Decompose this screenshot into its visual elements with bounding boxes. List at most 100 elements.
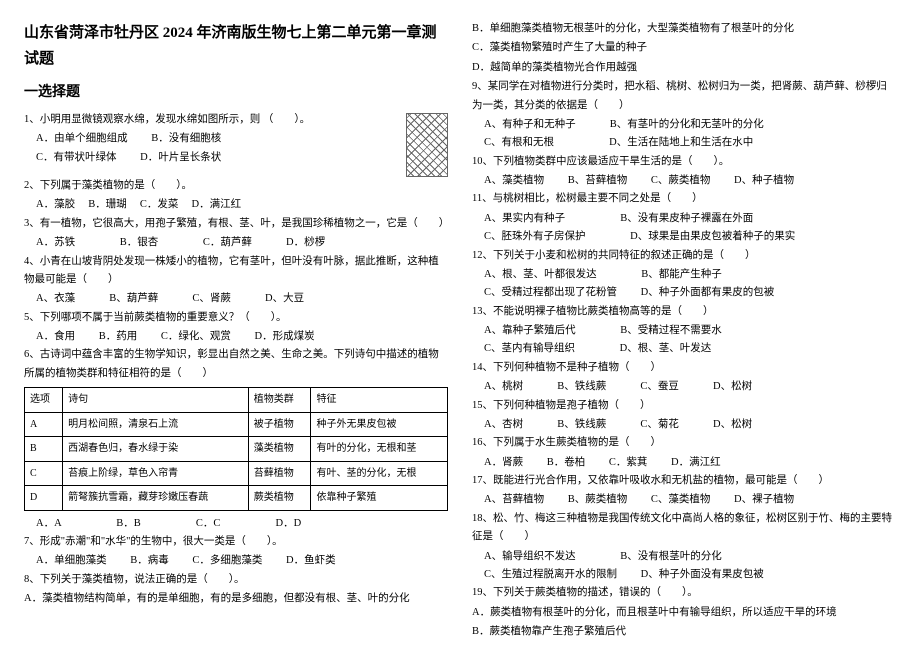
q8-stem: 8、下列关于藻类植物，说法正确的是（ ）。 — [24, 571, 448, 589]
q16-opts: A．肾蕨 B．卷柏 C．紫萁 D．满江红 — [484, 454, 896, 472]
q10-d: D、种子植物 — [734, 175, 794, 186]
q6-opts: A．A B．B C．C D．D — [36, 515, 448, 533]
r0c3: 种子外无果皮包被 — [311, 412, 448, 437]
q12-stem: 12、下列关于小麦和松树的共同特征的叙述正确的是（ ） — [472, 247, 896, 265]
q5-a: A．食用 — [36, 331, 75, 342]
q7-a: A．单细胞藻类 — [36, 555, 107, 566]
r0c1: 明月松间照，清泉石上流 — [63, 412, 249, 437]
q2-opts: A．藻胶 B．珊瑚 C．发菜 D．满江红 — [36, 196, 448, 214]
q4-d: D、大豆 — [265, 293, 304, 304]
q1-stem-b: （ ）。 — [263, 114, 310, 125]
th-1: 诗句 — [63, 388, 249, 413]
q8-c: C．藻类植物繁殖时产生了大量的种子 — [472, 39, 896, 57]
q7-b: B．病毒 — [130, 555, 169, 566]
table-row: D 箭弩簇抗雪霜，藏芽珍嫩压春蔬 蕨类植物 依靠种子繁殖 — [25, 486, 448, 511]
q10-c: C、蕨类植物 — [651, 175, 711, 186]
q14-b: B、铁线蕨 — [557, 381, 606, 392]
r3c1: 箭弩簇抗雪霜，藏芽珍嫩压春蔬 — [63, 486, 249, 511]
q4-a: A、衣藻 — [36, 293, 75, 304]
q15-opts: A、杏树 B、铁线蕨 C、菊花 D、松树 — [484, 416, 896, 434]
q1-opts: A．由单个细胞组成 B．没有细胞核 C．有带状叶绿体 D．叶片呈长条状 — [36, 130, 448, 167]
q14-a: A、桃树 — [484, 381, 523, 392]
q1-stem-a: 1、小明用显微镜观察水绵，发现水绵如图所示，则 — [24, 114, 260, 125]
q12-d: D、种子外面都有果皮的包被 — [641, 287, 775, 298]
q18-b: B、没有根茎叶的分化 — [620, 551, 722, 562]
q11-d: D、球果是由果皮包被着种子的果实 — [630, 231, 795, 242]
q2-a: A．藻胶 — [36, 199, 75, 210]
q11-c: C、胚珠外有子房保护 — [484, 231, 586, 242]
q16-d: D．满江红 — [671, 457, 721, 468]
q6-c: C．C — [196, 518, 221, 529]
q18-d: D、种子外面没有果皮包被 — [641, 569, 764, 580]
q11-b: B、没有果皮种子裸露在外面 — [620, 213, 753, 224]
q3-opts: A．苏铁 B．银杏 C．葫芦藓 D．桫椤 — [36, 234, 448, 252]
main-title: 山东省菏泽市牡丹区 2024 年济南版生物七上第二单元第一章测试题 — [24, 20, 448, 73]
q3-c: C．葫芦藓 — [203, 237, 252, 248]
q19-a: A．蕨类植物有根茎叶的分化，而且根茎叶中有输导组织，所以适应干旱的环境 — [472, 604, 896, 622]
q7-c: C．多细胞藻类 — [192, 555, 262, 566]
r1c0: B — [25, 437, 63, 462]
q12-c: C、受精过程都出现了花粉管 — [484, 287, 617, 298]
q6-a: A．A — [36, 518, 61, 529]
q14-stem: 14、下列何种植物不是种子植物（ ） — [472, 359, 896, 377]
q5-b: B．药用 — [99, 331, 138, 342]
right-column: B．单细胞藻类植物无根茎叶的分化，大型藻类植物有了根茎叶的分化 C．藻类植物繁殖… — [472, 20, 896, 642]
q8-b: B．单细胞藻类植物无根茎叶的分化，大型藻类植物有了根茎叶的分化 — [472, 20, 896, 38]
q17-c: C、藻类植物 — [651, 494, 711, 505]
q12-b: B、都能产生种子 — [641, 269, 722, 280]
q2-b: B．珊瑚 — [88, 199, 127, 210]
q10-b: B、苔藓植物 — [568, 175, 628, 186]
q19-stem: 19、下列关于蕨类植物的描述，错误的（ ）。 — [472, 584, 896, 602]
q4-opts: A、衣藻 B、葫芦藓 C、肾蕨 D、大豆 — [36, 290, 448, 308]
r3c0: D — [25, 486, 63, 511]
q15-b: B、铁线蕨 — [557, 419, 606, 430]
q11-a: A、果实内有种子 — [484, 213, 565, 224]
q10-a: A、藻类植物 — [484, 175, 544, 186]
q7-d: D．鱼虾类 — [286, 555, 336, 566]
q18-opts: A、输导组织不发达 B、没有根茎叶的分化 C、生殖过程脱离开水的限制 D、种子外… — [484, 548, 896, 585]
page: 山东省菏泽市牡丹区 2024 年济南版生物七上第二单元第一章测试题 一选择题 1… — [0, 0, 920, 662]
q13-a: A、靠种子繁殖后代 — [484, 325, 576, 336]
th-3: 特征 — [311, 388, 448, 413]
table-head-row: 选项 诗句 植物类群 特征 — [25, 388, 448, 413]
q2-stem: 2、下列属于藻类植物的是（ ）。 — [24, 177, 448, 195]
r3c3: 依靠种子繁殖 — [311, 486, 448, 511]
q8-d: D．越简单的藻类植物光合作用越强 — [472, 59, 896, 77]
r0c0: A — [25, 412, 63, 437]
q1-c: C．有带状叶绿体 — [36, 152, 117, 163]
r3c2: 蕨类植物 — [248, 486, 311, 511]
q11-stem: 11、与桃树相比，松树最主要不同之处是（ ） — [472, 190, 896, 208]
q3-a: A．苏铁 — [36, 237, 75, 248]
q5-d: D．形成煤炭 — [255, 331, 315, 342]
q6-d: D．D — [276, 518, 302, 529]
microscope-image — [406, 113, 448, 177]
r1c3: 有叶的分化，无根和茎 — [311, 437, 448, 462]
q8-a: A．藻类植物结构简单，有的是单细胞，有的是多细胞，但都没有根、茎、叶的分化 — [24, 590, 448, 608]
q17-d: D、裸子植物 — [734, 494, 794, 505]
q9-opts: A、有种子和无种子 B、有茎叶的分化和无茎叶的分化 C、有根和无根 D、生活在陆… — [484, 116, 896, 153]
q3-stem: 3、有一植物，它很高大，用孢子繁殖，有根、茎、叶，是我国珍稀植物之一，它是（ ） — [24, 215, 448, 233]
r1c1: 西湖春色归，春水绿于染 — [63, 437, 249, 462]
q3-b: B．银杏 — [120, 237, 159, 248]
q9-a: A、有种子和无种子 — [484, 119, 576, 130]
q16-c: C．紫萁 — [609, 457, 648, 468]
q7-stem: 7、形成"赤潮"和"水华"的生物中，很大一类是（ ）。 — [24, 533, 448, 551]
table-row: A 明月松间照，清泉石上流 被子植物 种子外无果皮包被 — [25, 412, 448, 437]
q4-stem: 4、小青在山坡背阴处发现一株矮小的植物，它有茎叶，但叶没有叶脉，据此推断，这种植… — [24, 253, 448, 290]
q2-c: C．发菜 — [140, 199, 179, 210]
q15-stem: 15、下列何种植物是孢子植物（ ） — [472, 397, 896, 415]
section-title: 一选择题 — [24, 81, 448, 106]
q17-stem: 17、既能进行光合作用，又依靠叶吸收水和无机盐的植物，最可能是（ ） — [472, 472, 896, 490]
q3-d: D．桫椤 — [286, 237, 325, 248]
q1: 1、小明用显微镜观察水绵，发现水绵如图所示，则 （ ）。 — [24, 111, 448, 129]
q19-b: B．蕨类植物靠产生孢子繁殖后代 — [472, 623, 896, 641]
q11-opts: A、果实内有种子 B、没有果皮种子裸露在外面 C、胚珠外有子房保护 D、球果是由… — [484, 210, 896, 247]
q9-d: D、生活在陆地上和生活在水中 — [609, 137, 753, 148]
q16-a: A．肾蕨 — [484, 457, 523, 468]
q17-opts: A、苔藓植物 B、蕨类植物 C、藻类植物 D、裸子植物 — [484, 491, 896, 509]
table-row: C 苔痕上阶绿，草色入帘青 苔藓植物 有叶、茎的分化，无根 — [25, 461, 448, 486]
q9-b: B、有茎叶的分化和无茎叶的分化 — [610, 119, 764, 130]
q13-d: D、根、茎、叶发达 — [620, 343, 712, 354]
q6-stem: 6、古诗词中蕴含丰富的生物学知识，彰显出自然之美、生命之美。下列诗句中描述的植物… — [24, 346, 448, 383]
r1c2: 藻类植物 — [248, 437, 311, 462]
